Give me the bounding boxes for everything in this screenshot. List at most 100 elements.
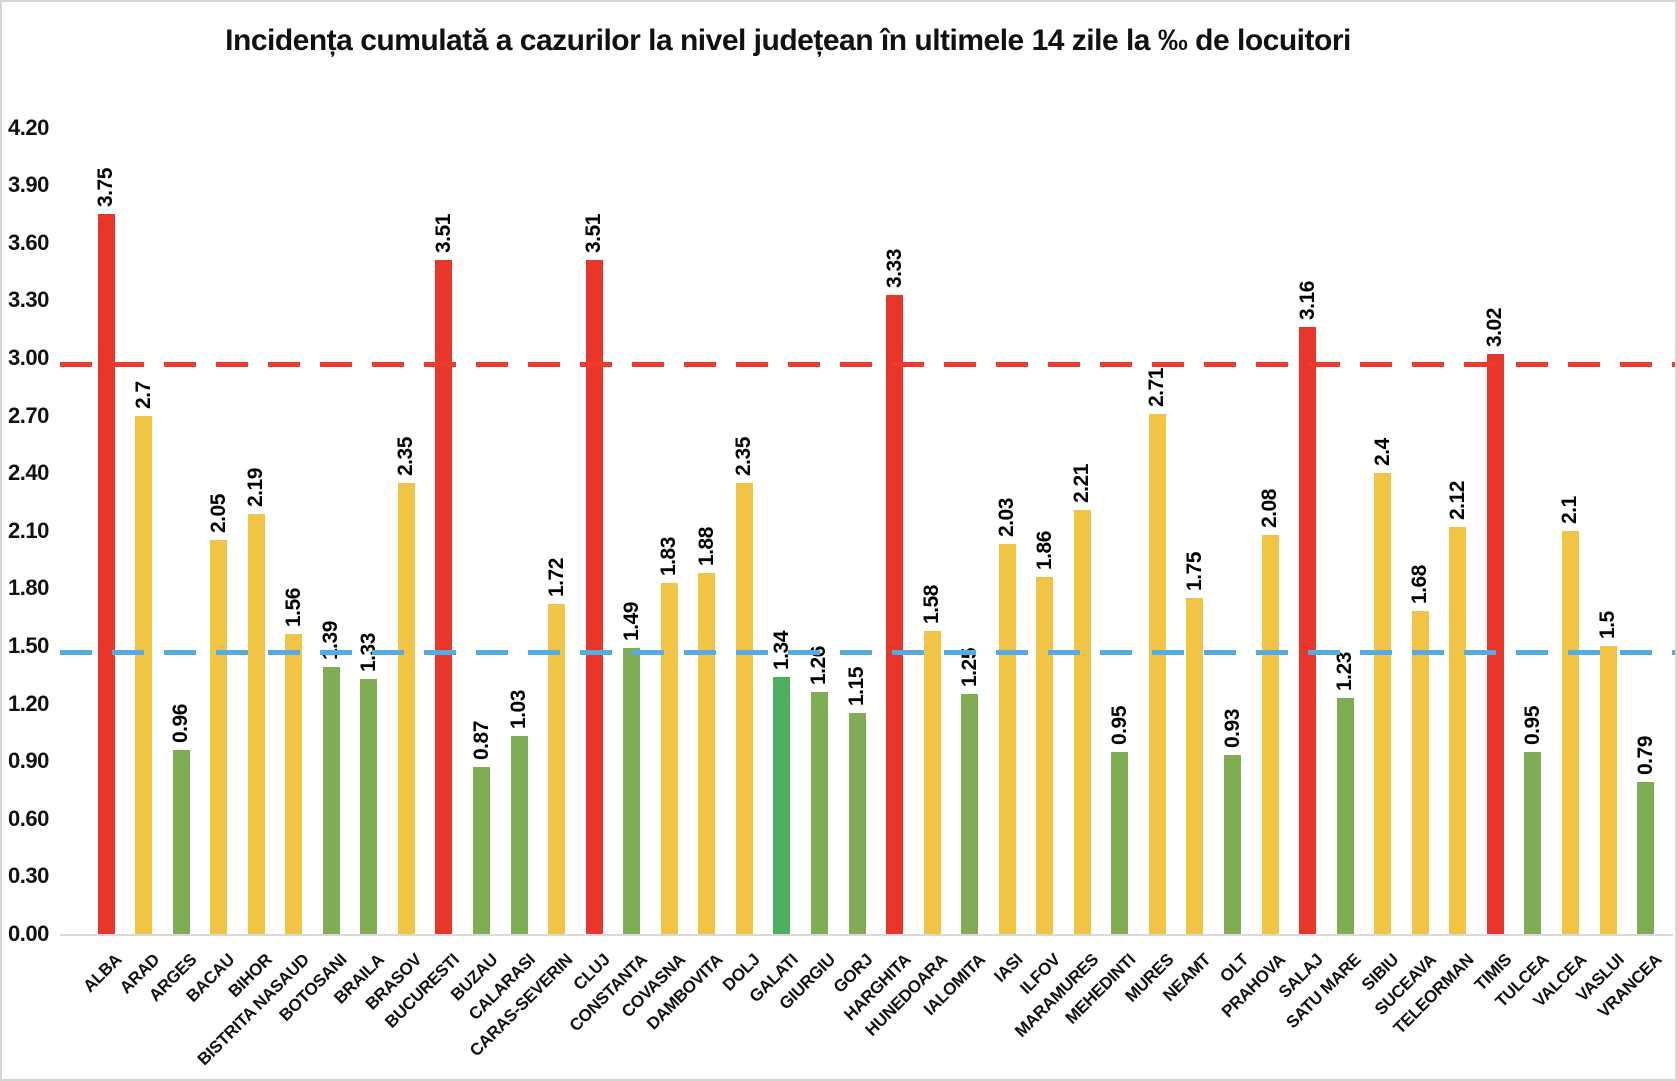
bar-value-label: 2.35 (732, 436, 756, 476)
y-axis-tick-label: 3.00 (8, 345, 49, 370)
bar-bucuresti (435, 260, 453, 934)
y-axis-tick-label: 3.60 (8, 229, 49, 255)
bar-value-label: 1.68 (1408, 565, 1432, 605)
bar-value-label: 1.72 (544, 557, 568, 597)
bar-value-label: 3.75 (94, 168, 117, 207)
bar-sibiu (1374, 473, 1392, 934)
bar-value-label: 1.23 (1333, 651, 1357, 691)
bar-value-label: 0.87 (469, 721, 493, 760)
bar-tulcea (1524, 751, 1542, 934)
y-axis-tick-label: 4.20 (8, 114, 49, 140)
bar-value-label: 3.51 (431, 214, 455, 254)
y-axis-tick-label: 2.40 (8, 460, 49, 486)
bar-cluj (585, 260, 603, 934)
bar-alba (97, 214, 115, 934)
bar-value-label: 2.08 (1258, 488, 1282, 528)
bar-value-label: 0.95 (1107, 705, 1131, 745)
bar-botosani (322, 667, 340, 934)
bar-value-label: 3.02 (1483, 308, 1507, 348)
bar-value-label: 1.75 (1182, 552, 1206, 591)
y-axis-tick-label: 0.30 (8, 863, 49, 889)
bar-olt (1224, 755, 1241, 934)
bar-constanta (623, 647, 641, 934)
bar-value-label: 3.51 (582, 214, 606, 254)
bar-hunedoara (923, 630, 941, 934)
y-axis-tick-label: 1.50 (8, 633, 49, 658)
bar-value-label: 2.03 (995, 498, 1019, 538)
bar-value-label: 1.88 (694, 527, 718, 567)
bar-value-label: 2.71 (1145, 367, 1169, 407)
bar-value-label: 3.33 (882, 248, 906, 288)
red-threshold-line (60, 362, 1675, 367)
bar-value-label: 2.05 (206, 494, 230, 534)
bar-ilfov (1036, 576, 1054, 934)
blue-threshold-line (60, 650, 1675, 655)
bar-value-label: 1.5 (1596, 611, 1619, 639)
bar-value-label: 1.56 (281, 588, 305, 628)
bar-value-label: 1.03 (507, 690, 531, 730)
bar-arges (172, 749, 190, 934)
bar-vrancea (1637, 782, 1655, 934)
bar-value-label: 2.7 (131, 380, 155, 409)
y-axis-tick-label: 2.10 (8, 517, 49, 543)
bar-value-label: 2.21 (1070, 463, 1094, 503)
bar-value-label: 1.49 (619, 602, 643, 641)
bar-teleorman (1449, 526, 1467, 934)
bar-covasna (660, 582, 678, 934)
bar-value-label: 2.4 (1370, 438, 1394, 467)
bar-value-label: 1.83 (657, 536, 681, 576)
y-axis-tick-label: 1.80 (8, 575, 49, 601)
chart-title: Incidența cumulată a cazurilor la nivel … (225, 24, 1351, 57)
bar-value-label: 2.1 (1558, 496, 1582, 524)
bar-value-label: 1.15 (845, 667, 868, 707)
bar-iasi (998, 544, 1016, 934)
bar-value-label: 2.35 (394, 436, 418, 476)
bar-value-label: 0.93 (1220, 709, 1244, 749)
y-axis-tick-label: 0.60 (8, 805, 49, 831)
bar-ialomita (961, 694, 979, 934)
bar-timis (1486, 354, 1504, 934)
bar-caras-severin (548, 603, 566, 934)
y-axis-tick-label: 3.30 (8, 287, 49, 313)
x-axis-category-label: ALBA (79, 950, 126, 996)
bar-bacau (210, 540, 228, 934)
bar-value-label: 2.19 (244, 467, 268, 507)
bar-harghita (886, 294, 904, 934)
bar-value-label: 0.79 (1633, 736, 1657, 776)
bar-calarasi (510, 736, 528, 934)
y-axis-tick-label: 2.70 (8, 402, 49, 428)
bar-neamt (1186, 598, 1204, 934)
bar-valcea (1561, 530, 1579, 934)
bar-dambovita (698, 573, 716, 934)
bar-value-label: 1.86 (1032, 531, 1056, 570)
bar-bistrita-nasaud (285, 634, 303, 934)
bar-value-label: 1.58 (920, 584, 944, 624)
bar-prahova (1261, 534, 1279, 934)
y-axis-tick-label: 1.20 (8, 690, 49, 716)
bar-bihor (247, 513, 265, 934)
y-axis-tick-label: 0.00 (8, 921, 49, 946)
bar-braila (360, 678, 378, 934)
bar-value-label: 0.95 (1520, 705, 1544, 745)
bar-dolj (735, 482, 753, 934)
bar-value-label: 2.12 (1445, 481, 1469, 520)
bar-salaj (1299, 327, 1317, 934)
bar-arad (135, 415, 153, 934)
bar-satu-mare (1336, 697, 1354, 934)
x-axis-line (60, 934, 1673, 936)
y-axis-tick-label: 3.90 (8, 172, 49, 198)
bar-buzau (473, 766, 490, 934)
bar-vaslui (1599, 646, 1617, 934)
y-axis-tick-label: 0.90 (8, 748, 49, 774)
bar-mehedinti (1111, 751, 1129, 934)
bar-suceava (1411, 611, 1429, 934)
bar-brasov (397, 482, 415, 934)
bar-value-label: 3.16 (1295, 281, 1319, 321)
bar-galati (773, 676, 791, 934)
bar-maramures (1073, 509, 1091, 934)
bar-value-label: 0.96 (169, 703, 193, 743)
bar-gorj (848, 713, 866, 934)
bar-giurgiu (810, 692, 828, 934)
bar-mures (1148, 413, 1166, 934)
